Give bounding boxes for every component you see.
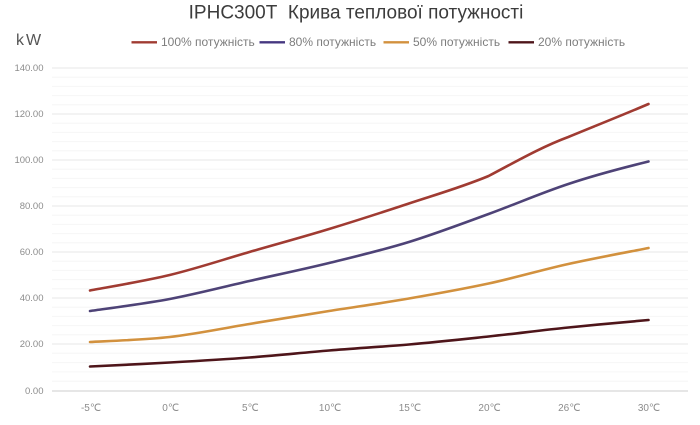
svg-text:50% потужність: 50% потужність [413,35,500,49]
svg-text:15℃: 15℃ [399,403,421,414]
svg-text:10℃: 10℃ [319,403,341,414]
svg-text:-5℃: -5℃ [81,403,101,414]
svg-text:100.00: 100.00 [14,155,43,166]
svg-text:0.00: 0.00 [25,386,44,397]
svg-text:20℃: 20℃ [478,403,500,414]
svg-text:20% потужність: 20% потужність [538,35,625,49]
svg-text:80.00: 80.00 [20,201,44,212]
svg-text:100% потужність: 100% потужність [161,35,255,49]
svg-text:kW: kW [16,32,43,49]
svg-text:26℃: 26℃ [558,403,580,414]
svg-text:0℃: 0℃ [162,403,179,414]
svg-text:120.00: 120.00 [14,109,43,120]
svg-text:80% потужність: 80% потужність [289,35,376,49]
svg-text:140.00: 140.00 [14,63,43,74]
svg-text:60.00: 60.00 [20,247,44,258]
svg-text:5℃: 5℃ [242,403,259,414]
svg-text:20.00: 20.00 [20,339,44,350]
svg-text:30℃: 30℃ [638,403,660,414]
svg-text:40.00: 40.00 [20,293,44,304]
svg-text:IPHC300T Крива теплової потуж: IPHC300T Крива теплової потужності [189,3,524,24]
